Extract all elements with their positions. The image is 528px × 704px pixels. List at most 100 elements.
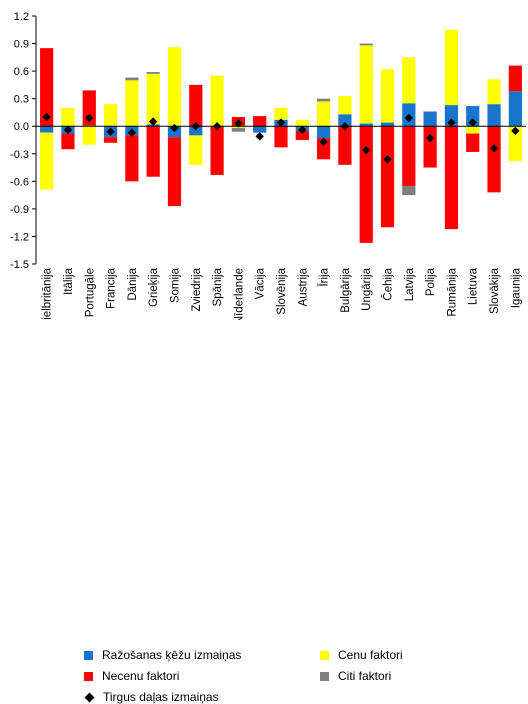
- bar-segment: [82, 90, 96, 126]
- category-label: Spānija: [212, 267, 224, 306]
- market-share-marker: [383, 155, 392, 164]
- y-tick-label: 1.2: [14, 11, 29, 23]
- market-share-marker: [42, 112, 51, 122]
- category-label: Lielbritānija: [42, 267, 54, 320]
- category-label: Austrija: [297, 267, 309, 306]
- market-share-marker: [468, 118, 477, 127]
- category-label: Zviedrija: [191, 267, 203, 311]
- category-label: Somija: [169, 267, 181, 303]
- market-share-marker: [276, 118, 286, 127]
- bar-segment: [61, 133, 75, 150]
- bar-segment: [231, 128, 245, 132]
- market-share-marker: [191, 122, 200, 131]
- chart-root: -1.5 -1.2 -0.9 -0.6 -0.3 0.0 0.3 0.6 0.9 1.2 Lielb…: [10, 11, 526, 704]
- bar-segment: [274, 126, 288, 148]
- category-label: Igaunija: [510, 267, 522, 308]
- bar-segment: [189, 84, 203, 127]
- market-share-marker: [340, 122, 350, 131]
- category-label: Slovēnija: [276, 267, 288, 314]
- market-share-marker: [404, 113, 414, 123]
- bar-segment: [444, 105, 459, 127]
- y-tick-label: -1.5: [10, 259, 29, 271]
- legend-swatch-blue: [84, 650, 93, 660]
- legend-label: Ražošanas ķēžu izmaiņas: [102, 648, 242, 662]
- category-label: Rumānija: [446, 267, 458, 316]
- legend-label: Cenu faktori: [338, 648, 403, 662]
- bar-segment: [359, 45, 373, 124]
- bar-segment: [167, 137, 182, 207]
- y-tick-label: -0.3: [10, 149, 29, 161]
- category-label: Nīderlande: [233, 268, 245, 320]
- legend-swatch-gray: [320, 671, 329, 681]
- bar-segment: [167, 47, 182, 127]
- bar-segment: [380, 122, 395, 127]
- category-label: Grieķija: [148, 267, 160, 307]
- market-share-marker: [447, 118, 456, 127]
- bar-segment: [487, 126, 501, 193]
- bar-segment: [253, 126, 267, 133]
- legend-item-other-factors: Citi faktori: [320, 669, 391, 683]
- legend-label: Citi faktori: [338, 669, 392, 683]
- bar-segment: [380, 126, 395, 228]
- bar-segment: [40, 126, 54, 133]
- bar-segment: [125, 135, 139, 182]
- market-share-marker: [489, 144, 499, 153]
- market-share-marker: [362, 145, 371, 155]
- market-share-marker: [319, 137, 328, 147]
- bar-segment: [317, 98, 331, 102]
- stacked-bar-chart: -1.5 -1.2 -0.9 -0.6 -0.3 0.0 0.3 0.6 0.9 1.2 Lielb…: [10, 11, 526, 326]
- bar-segment: [487, 79, 501, 105]
- bar-segment: [295, 119, 309, 127]
- category-label: Slovākija: [489, 267, 501, 314]
- y-tick-label: 0.6: [14, 66, 29, 78]
- bar-segment: [444, 29, 459, 106]
- bar-segment: [295, 130, 309, 140]
- market-share-marker: [127, 128, 137, 137]
- bar-segment: [146, 72, 160, 74]
- y-tick-label: 0.3: [14, 94, 29, 106]
- market-share-marker: [148, 117, 158, 126]
- category-label: Francija: [106, 267, 118, 309]
- market-share-marker: [106, 127, 115, 136]
- market-share-marker: [511, 126, 520, 136]
- bar-segment: [189, 126, 203, 136]
- bar-segment: [189, 135, 203, 165]
- bar-segment: [402, 126, 416, 186]
- category-label: Itālija: [63, 267, 75, 294]
- bar-segment: [444, 126, 459, 230]
- market-share-marker: [298, 125, 307, 135]
- bar-segment: [338, 126, 352, 165]
- category-label: Portugāle: [84, 268, 96, 317]
- bar-segment: [359, 43, 373, 46]
- bar-segment: [210, 126, 224, 175]
- category-label: Īrija: [319, 267, 331, 286]
- bar-segment: [487, 104, 501, 127]
- bar-segment: [508, 126, 522, 162]
- category-label: Latvija: [404, 267, 416, 301]
- bar-segment: [103, 104, 118, 127]
- category-label: Polija: [425, 267, 437, 296]
- market-share-marker: [255, 132, 264, 141]
- bar-segment: [103, 137, 118, 143]
- market-share-marker: [234, 119, 243, 128]
- market-share-marker: [425, 133, 435, 143]
- category-label: Lietuva: [468, 267, 480, 305]
- bar-segment: [61, 107, 75, 127]
- bar-segment: [402, 185, 416, 196]
- bar-segment: [317, 126, 331, 139]
- bar-segment: [40, 48, 54, 127]
- y-tick-label: 0.9: [14, 39, 29, 51]
- market-share-marker: [63, 125, 73, 135]
- bar-segment: [253, 116, 267, 127]
- y-tick-label: -0.9: [10, 204, 29, 216]
- bar-segment: [210, 75, 224, 127]
- bar-segment: [508, 91, 522, 127]
- bar-segment: [380, 69, 395, 123]
- legend-swatch-red: [84, 671, 93, 681]
- bar-segment: [125, 77, 139, 81]
- category-label: Bulgārija: [340, 267, 352, 312]
- y-tick-label: -0.6: [10, 176, 29, 188]
- bar-segment: [82, 126, 96, 145]
- market-share-marker: [85, 113, 94, 123]
- bar-segment: [146, 126, 160, 177]
